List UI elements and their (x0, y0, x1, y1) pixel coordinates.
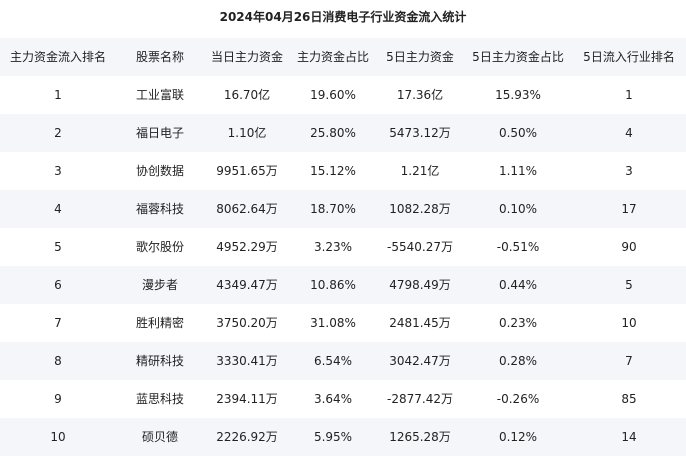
cell: 3.23% (313, 240, 353, 254)
cell: 1.11% (498, 164, 538, 178)
cell: 硕贝德 (141, 430, 179, 444)
cell: 3.64% (313, 392, 353, 406)
cell: 0.28% (498, 354, 538, 368)
header-cell: 主力资金流入排名 (9, 50, 107, 64)
cell: 85 (621, 392, 637, 406)
cell: 工业富联 (135, 88, 185, 102)
header-cell: 当日主力资金 (210, 50, 284, 64)
cell: 10.86% (310, 278, 356, 292)
cell: 5 (54, 240, 62, 254)
cell: 10 (621, 316, 637, 330)
cell: 1 (54, 88, 62, 102)
cell: 4 (54, 202, 62, 216)
cell: 2226.92万 (216, 430, 278, 444)
cell: 0.12% (498, 430, 538, 444)
header-cell: 主力资金占比 (296, 50, 370, 64)
cell: 福蓉科技 (135, 202, 185, 216)
table-row: 2 福日电子 1.10亿 25.80% 5473.12万 0.50% 4 (0, 114, 686, 152)
cell: 19.60% (310, 88, 356, 102)
table-row: 5 歌尔股份 4952.29万 3.23% -5540.27万 -0.51% 90 (0, 228, 686, 266)
cell: 4952.29万 (216, 240, 278, 254)
cell: 6 (54, 278, 62, 292)
cell: 18.70% (310, 202, 356, 216)
cell: -0.51% (496, 240, 540, 254)
cell: 4349.47万 (216, 278, 278, 292)
cell: 9 (54, 392, 62, 406)
cell: 1.21亿 (400, 164, 440, 178)
header-cell: 5日主力资金 (386, 50, 454, 64)
cell: 1082.28万 (389, 202, 451, 216)
cell: 1.10亿 (227, 126, 267, 140)
cell: 6.54% (313, 354, 353, 368)
cell: 3042.47万 (389, 354, 451, 368)
cell: 0.44% (498, 278, 538, 292)
cell: 5473.12万 (389, 126, 451, 140)
table-row: 10 硕贝德 2226.92万 5.95% 1265.28万 0.12% 14 (0, 418, 686, 456)
header-cell: 股票名称 (135, 50, 185, 64)
cell: 2481.45万 (389, 316, 451, 330)
cell: 17.36亿 (396, 88, 444, 102)
cell: 14 (621, 430, 637, 444)
table-row: 8 精研科技 3330.41万 6.54% 3042.47万 0.28% 7 (0, 342, 686, 380)
cell: 歌尔股份 (135, 240, 185, 254)
cell: 3 (625, 164, 633, 178)
cell: -2877.42万 (387, 392, 453, 406)
header-row: 主力资金流入排名 股票名称 当日主力资金 主力资金占比 5日主力资金 5日主力资金占比 5日… (0, 38, 686, 76)
cell: 0.23% (498, 316, 538, 330)
cell: 15.12% (310, 164, 356, 178)
title: 2024年04月26日消费电子行业资金流入统计 (219, 10, 467, 24)
header-cell: 5日流入行业排名 (583, 50, 675, 64)
header-cell: 5日主力资金占比 (472, 50, 564, 64)
cell: 胜利精密 (135, 316, 185, 330)
cell: 90 (621, 240, 637, 254)
cell: 漫步者 (141, 278, 179, 292)
cell: 31.08% (310, 316, 356, 330)
cell: 4 (625, 126, 633, 140)
cell: 福日电子 (135, 126, 185, 140)
cell: 17 (621, 202, 637, 216)
cell: 协创数据 (135, 164, 185, 178)
cell: 4798.49万 (389, 278, 451, 292)
table-row: 7 胜利精密 3750.20万 31.08% 2481.45万 0.23% 10 (0, 304, 686, 342)
cell: 3330.41万 (216, 354, 278, 368)
cell: 1 (625, 88, 633, 102)
cell: 10 (50, 430, 66, 444)
table-row: 3 协创数据 9951.65万 15.12% 1.21亿 1.11% 3 (0, 152, 686, 190)
cell: 2394.11万 (216, 392, 278, 406)
cell: -0.26% (496, 392, 540, 406)
cell: 3750.20万 (216, 316, 278, 330)
cell: 蓝思科技 (135, 392, 185, 406)
table-row: 6 漫步者 4349.47万 10.86% 4798.49万 0.44% 5 (0, 266, 686, 304)
cell: 8062.64万 (216, 202, 278, 216)
cell: 7 (625, 354, 633, 368)
cell: 25.80% (310, 126, 356, 140)
cell: 2 (54, 126, 62, 140)
cell: 5 (625, 278, 633, 292)
cell: 0.10% (498, 202, 538, 216)
cell: 5.95% (313, 430, 353, 444)
table-row: 4 福蓉科技 8062.64万 18.70% 1082.28万 0.10% 17 (0, 190, 686, 228)
table-row: 9 蓝思科技 2394.11万 3.64% -2877.42万 -0.26% 85 (0, 380, 686, 418)
cell: 7 (54, 316, 62, 330)
table-row: 1 工业富联 16.70亿 19.60% 17.36亿 15.93% 1 (0, 76, 686, 114)
cell: 3 (54, 164, 62, 178)
cell: 9951.65万 (216, 164, 278, 178)
cell: -5540.27万 (387, 240, 453, 254)
cell: 15.93% (495, 88, 541, 102)
cell: 精研科技 (135, 354, 185, 368)
cell: 16.70亿 (223, 88, 271, 102)
cell: 8 (54, 354, 62, 368)
cell: 1265.28万 (389, 430, 451, 444)
cell: 0.50% (498, 126, 538, 140)
